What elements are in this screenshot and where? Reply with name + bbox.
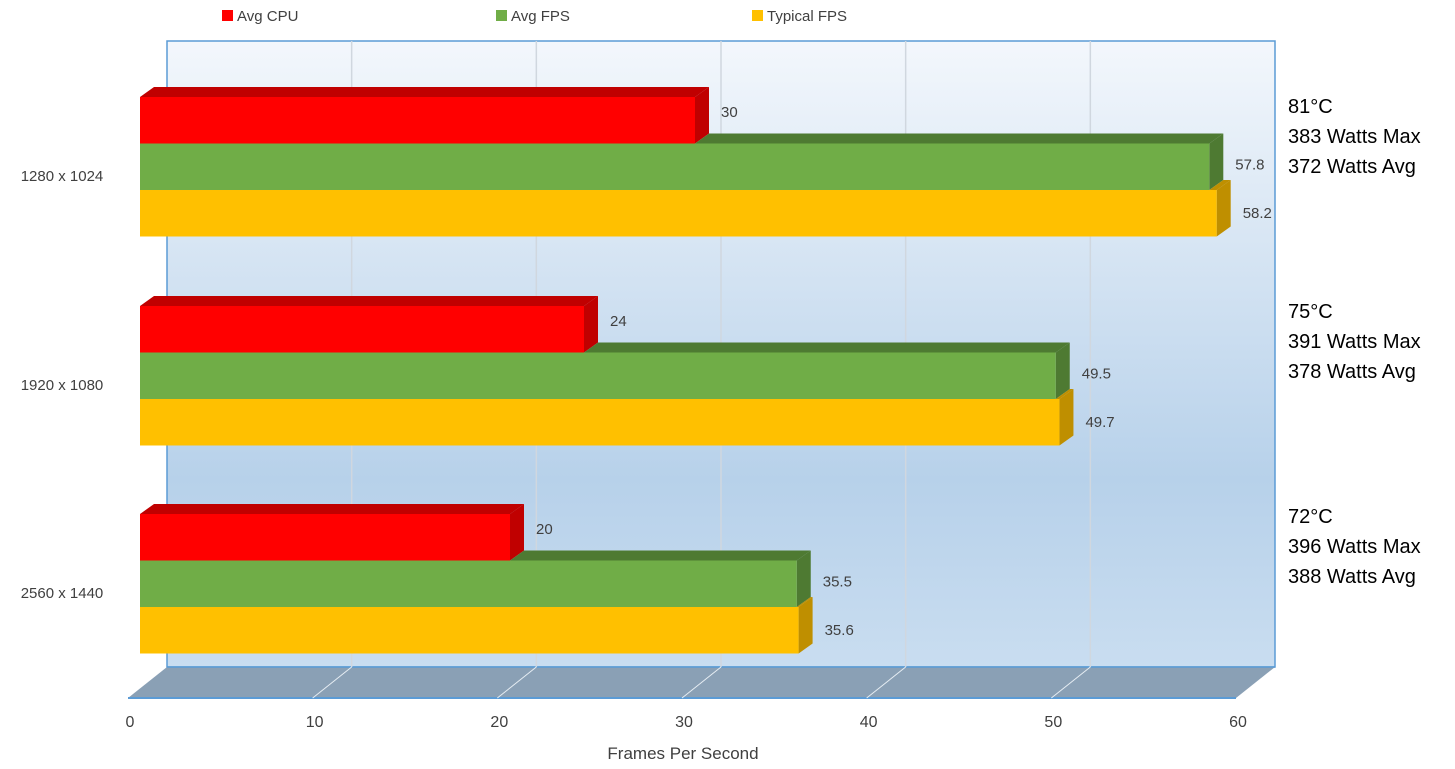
bar-top-face — [140, 87, 709, 97]
bar — [140, 607, 799, 654]
annotation-line: 391 Watts Max — [1288, 331, 1421, 353]
floor-gridline — [866, 666, 906, 699]
bar-side-face — [510, 504, 524, 561]
data-label: 49.7 — [1085, 414, 1114, 431]
bar-side-face — [796, 550, 811, 607]
x-axis-title: Frames Per Second — [607, 744, 758, 763]
bar-side-face — [695, 87, 709, 144]
bar-side-face — [1055, 342, 1070, 399]
data-label: 35.6 — [825, 622, 854, 639]
x-tick-label: 20 — [490, 714, 508, 731]
x-tick-label: 60 — [1229, 714, 1247, 731]
legend-label: Avg FPS — [511, 8, 570, 25]
x-tick-label: 40 — [860, 714, 878, 731]
legend-label: Avg CPU — [237, 8, 298, 25]
bar — [140, 399, 1060, 446]
data-label: 58.2 — [1243, 205, 1272, 222]
x-tick-label: 10 — [306, 714, 324, 731]
annotation-line: 383 Watts Max — [1288, 126, 1421, 148]
annotation-line: 372 Watts Avg — [1288, 156, 1416, 178]
bar-top-face — [140, 296, 598, 306]
x-tick-label: 30 — [675, 714, 693, 731]
x-tick-label: 50 — [1044, 714, 1062, 731]
bar-top-face — [584, 342, 1070, 353]
floor-gridline — [1051, 666, 1091, 699]
annotation-line: 81°C — [1288, 96, 1333, 118]
category-label: 2560 x 1440 — [21, 585, 104, 602]
annotation-line: 396 Watts Max — [1288, 536, 1421, 558]
floor-gridline — [497, 666, 537, 699]
data-label: 35.5 — [823, 574, 852, 591]
bar — [140, 97, 695, 144]
bar-top-face — [1209, 180, 1231, 190]
bar — [140, 143, 1210, 190]
category-label: 1920 x 1080 — [21, 377, 104, 394]
floor-gridline — [312, 666, 352, 699]
bar-top-face — [140, 504, 524, 514]
bar — [140, 306, 584, 353]
bar — [140, 190, 1217, 237]
floor-gridline — [681, 666, 722, 699]
bar — [140, 514, 510, 561]
data-label: 24 — [610, 313, 627, 330]
bar-top-face — [796, 597, 813, 607]
legend-swatch — [222, 10, 233, 21]
annotation-line: 388 Watts Avg — [1288, 566, 1416, 588]
bar — [140, 352, 1056, 399]
annotation-line: 75°C — [1288, 301, 1333, 323]
data-label: 57.8 — [1235, 157, 1264, 174]
legend-swatch — [496, 10, 507, 21]
data-label: 20 — [536, 521, 553, 538]
annotation-line: 378 Watts Avg — [1288, 361, 1416, 383]
bar-side-face — [584, 296, 598, 353]
bar — [140, 560, 797, 607]
x-tick-label: 0 — [126, 714, 135, 731]
annotation-line: 72°C — [1288, 506, 1333, 528]
legend-swatch — [752, 10, 763, 21]
data-label: 30 — [721, 104, 738, 121]
bar-side-face — [1216, 180, 1231, 237]
bar-side-face — [798, 597, 813, 654]
bar-side-face — [1059, 389, 1074, 446]
category-label: 1280 x 1024 — [21, 168, 104, 185]
bar-side-face — [1209, 133, 1224, 190]
bar-top-face — [510, 550, 811, 561]
bar-top-face — [1055, 389, 1074, 399]
data-label: 49.5 — [1082, 366, 1111, 383]
bar-top-face — [695, 133, 1224, 144]
legend-label: Typical FPS — [767, 8, 847, 25]
